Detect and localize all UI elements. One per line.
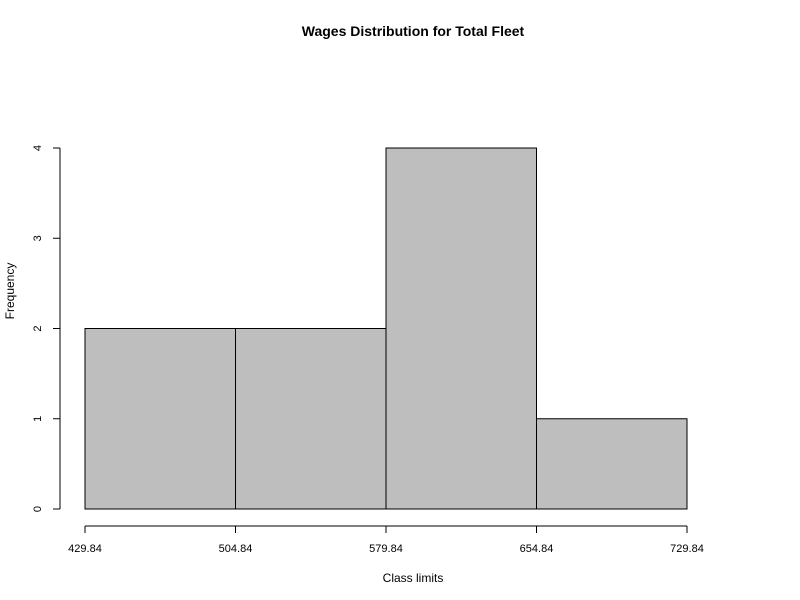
y-axis-label: Frequency	[3, 263, 17, 320]
x-axis: 429.84 504.84 579.84 654.84 729.84	[68, 525, 704, 555]
y-tick-label-3: 3	[32, 235, 44, 241]
histogram-bar-3	[385, 147, 537, 510]
y-axis: 0 1 2 3 4	[32, 145, 61, 512]
y-tick-label-2: 2	[32, 325, 44, 331]
histogram-bar-1	[84, 328, 236, 510]
x-axis-label: Class limits	[383, 571, 444, 585]
chart-title: Wages Distribution for Total Fleet	[302, 23, 525, 39]
x-tick-label-3: 654.84	[520, 543, 554, 555]
x-tick-label-0: 429.84	[68, 543, 102, 555]
y-tick-label-1: 1	[32, 416, 44, 422]
x-tick-label-2: 579.84	[369, 543, 403, 555]
x-tick-label-4: 729.84	[670, 543, 704, 555]
y-tick-label-4: 4	[32, 145, 44, 151]
bars-group	[84, 147, 688, 510]
y-tick-label-0: 0	[32, 506, 44, 512]
histogram-bar-2	[235, 328, 387, 510]
histogram-bar-4	[536, 418, 688, 510]
x-tick-label-1: 504.84	[219, 543, 253, 555]
